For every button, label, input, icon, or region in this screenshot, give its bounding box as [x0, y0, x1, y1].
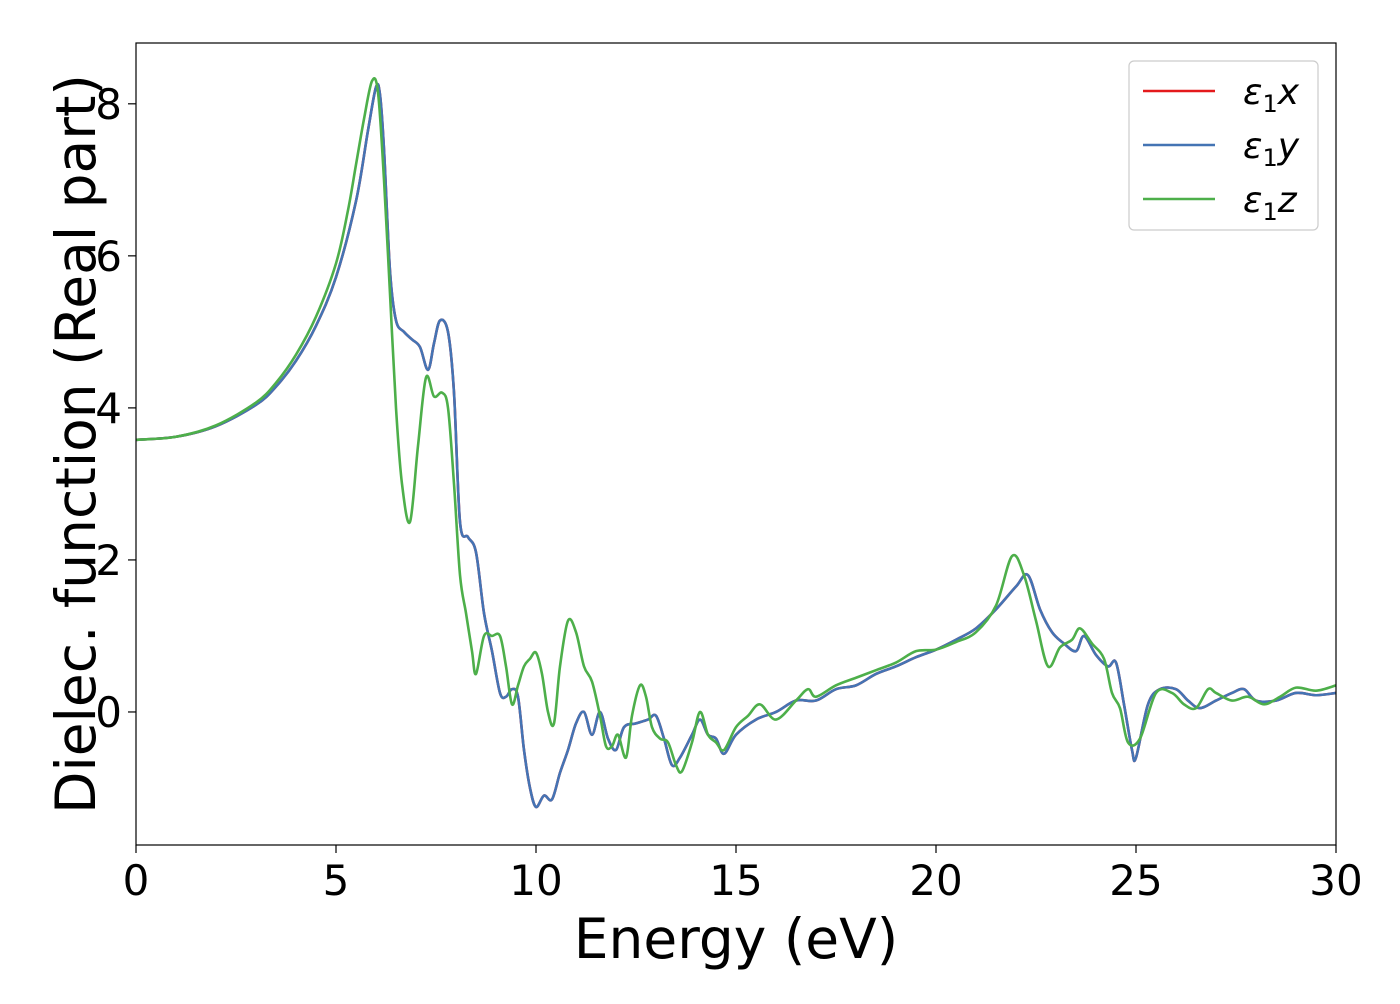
- series-layer: [136, 77, 1336, 809]
- x-axis-label: Energy (eV): [574, 907, 898, 971]
- y-axis-label: Dielec. function (Real part): [44, 74, 108, 814]
- y-tick-label: 6: [95, 232, 122, 281]
- x-tick-label: 15: [709, 856, 762, 905]
- series-line-z: [136, 77, 1336, 774]
- y-tick-label: 0: [95, 688, 122, 737]
- x-tick-label: 30: [1309, 856, 1362, 905]
- legend-item-y: ε1y: [1143, 126, 1300, 172]
- series-line-y: [136, 82, 1336, 809]
- legend-item-z: ε1z: [1143, 180, 1298, 226]
- legend-label: ε1y: [1243, 126, 1300, 172]
- legend-label: ε1z: [1243, 180, 1298, 226]
- x-tick-label: 5: [323, 856, 350, 905]
- legend: ε1x ε1y ε1z: [1128, 60, 1319, 231]
- legend-item-x: ε1x: [1143, 72, 1300, 118]
- y-tick-label: 8: [95, 80, 122, 129]
- y-axis-ticks: 0 2 4 6 8: [95, 80, 136, 737]
- legend-box: [1128, 60, 1319, 231]
- legend-label: ε1x: [1243, 72, 1300, 118]
- x-tick-label: 25: [1109, 856, 1162, 905]
- x-tick-label: 0: [123, 856, 150, 905]
- x-tick-label: 10: [509, 856, 562, 905]
- x-tick-label: 20: [909, 856, 962, 905]
- y-tick-label: 4: [95, 384, 122, 433]
- y-tick-label: 2: [95, 536, 122, 585]
- x-axis-ticks: 0 5 10 15 20 25 30: [123, 845, 1363, 905]
